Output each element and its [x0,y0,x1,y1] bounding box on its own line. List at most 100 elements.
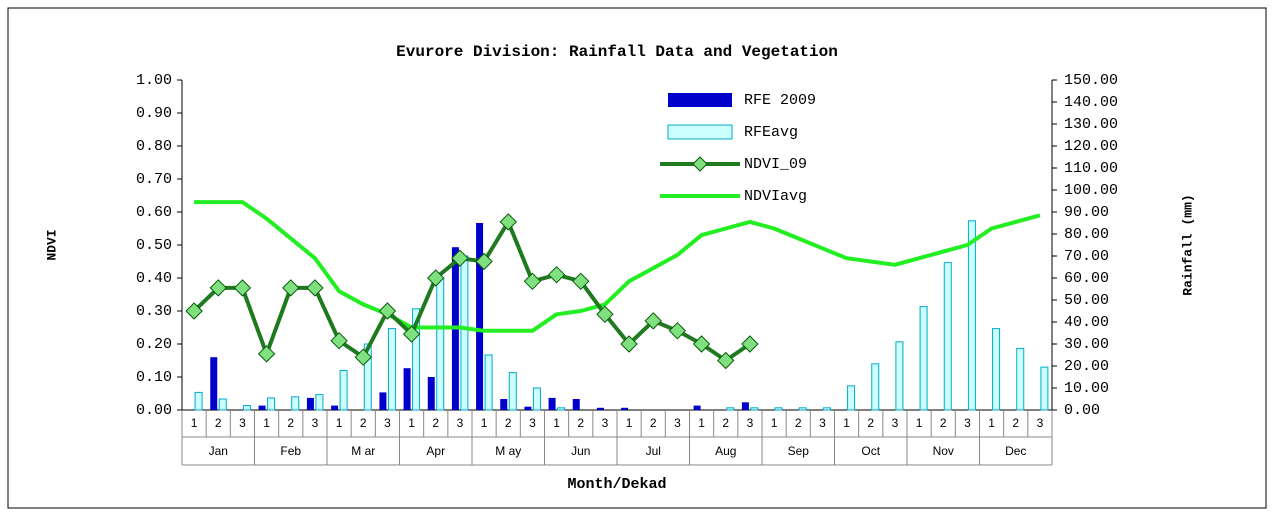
y-tick-label: 0.70 [136,171,172,188]
bar [484,354,493,411]
x-tick-label: 2 [505,416,512,430]
month-label: M ar [351,444,375,458]
bar [210,357,218,410]
x-tick-label: 1 [336,416,343,430]
legend-label: NDVIavg [744,188,807,205]
marker [282,279,300,297]
month-label: Apr [426,444,445,458]
x-tick-label: 3 [529,416,536,430]
bar [194,391,203,411]
y2-tick-label: 70.00 [1064,248,1109,265]
month-label: Feb [280,444,301,458]
bar [363,343,372,411]
x-tick-label: 1 [843,416,850,430]
month-label: Nov [933,444,954,458]
marker [257,345,276,363]
y2-tick-label: 90.00 [1064,204,1109,221]
marker [717,351,735,370]
y-tick-label: 0.60 [136,204,172,221]
bar [548,397,556,410]
line [194,200,1041,333]
bar [218,398,227,411]
marker [451,249,469,267]
bar [750,407,759,411]
x-tick-label: 1 [408,416,415,430]
bar [436,277,445,411]
bar [379,392,387,410]
y2-tick-label: 50.00 [1064,292,1109,309]
x-tick-label: 2 [360,416,367,430]
y-tick-label: 0.40 [136,270,172,287]
bar [895,341,904,411]
x-tick-label: 3 [892,416,899,430]
marker [378,302,397,320]
bar [943,262,952,411]
y2-tick-label: 100.00 [1064,182,1118,199]
x-tick-label: 2 [650,416,657,430]
bar [798,407,807,411]
chart-title: Evurore Division: Rainfall Data and Vege… [396,43,838,61]
x-axis-label: Month/Dekad [567,476,666,493]
marker [692,335,711,353]
x-tick-label: 1 [626,416,633,430]
y2-tick-label: 80.00 [1064,226,1109,243]
y2-tick-label: 140.00 [1064,94,1118,111]
bar [992,328,1001,411]
bar [596,407,604,410]
marker [547,265,566,284]
bar [460,255,469,411]
bar [822,407,831,411]
y2-tick-label: 40.00 [1064,314,1109,331]
x-tick-label: 2 [432,416,439,430]
bar [403,368,411,410]
y-tick-label: 0.10 [136,369,172,386]
bar [508,372,517,411]
marker [741,335,759,353]
x-tick-label: 2 [867,416,874,430]
bar [267,397,276,411]
x-tick-label: 3 [239,416,246,430]
month-label: Jan [209,444,228,458]
y-axis-label: NDVI [44,229,59,260]
bar [621,407,629,410]
marker [572,272,590,291]
bar [242,405,251,411]
x-tick-label: 1 [191,416,198,430]
y2-tick-label: 10.00 [1064,380,1109,397]
marker [185,302,203,320]
y-tick-label: 0.30 [136,303,172,320]
bar [387,328,396,411]
x-tick-label: 1 [263,416,270,430]
marker [427,269,445,287]
x-tick-label: 2 [215,416,222,430]
marker [596,305,614,324]
month-label: Sep [788,444,810,458]
y-tick-label: 0.50 [136,237,172,254]
bar [967,220,976,411]
legend-label: NDVI_09 [744,156,807,173]
bar [741,402,749,410]
x-tick-label: 2 [287,416,294,430]
y-tick-label: 0.00 [136,402,172,419]
marker [306,279,324,297]
bar [1040,366,1049,411]
marker [354,348,372,366]
marker [644,312,662,330]
x-tick-label: 1 [916,416,923,430]
month-label: Aug [715,444,736,458]
bar [726,407,735,411]
y-tick-label: 1.00 [136,72,172,89]
bar [919,306,928,411]
bar [306,397,314,410]
month-label: Dec [1005,444,1026,458]
x-tick-label: 3 [1037,416,1044,430]
y2-tick-label: 60.00 [1064,270,1109,287]
y2-tick-label: 0.00 [1064,402,1100,419]
month-label: Jul [646,444,661,458]
bar [331,405,339,410]
month-label: Oct [861,444,880,458]
bar [557,407,566,411]
y2-axis-label: Rainfall (mm) [1180,194,1195,295]
x-tick-label: 2 [795,416,802,430]
